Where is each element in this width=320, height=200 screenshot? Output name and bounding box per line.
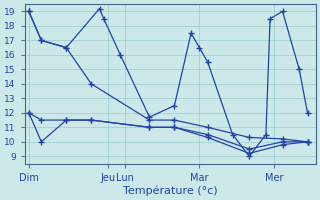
X-axis label: Température (°c): Température (°c) bbox=[123, 185, 218, 196]
